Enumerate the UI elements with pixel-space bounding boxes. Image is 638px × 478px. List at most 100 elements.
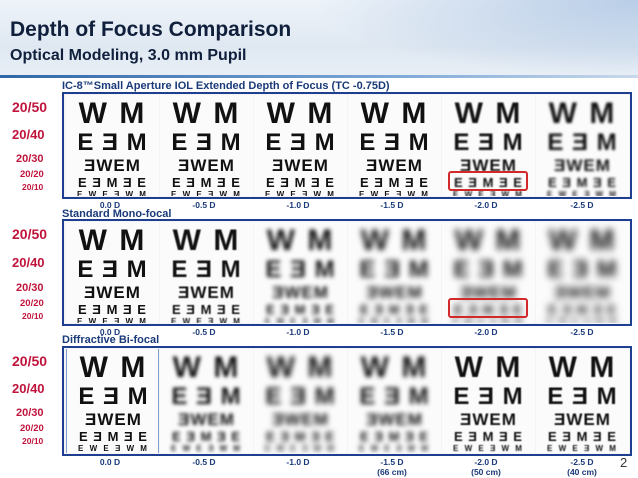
acuity-label-20-20: 20/20 [20, 423, 44, 434]
diopter-label: -1.0 D [286, 200, 310, 210]
chart-line: E W E Ǝ W M [359, 317, 430, 324]
chart-line: E W E Ǝ W M [453, 190, 524, 197]
chart-line: E Ǝ M Ǝ E [454, 175, 523, 190]
diopter-label: -2.5 D [570, 457, 594, 467]
header-decoration [308, 0, 638, 78]
diopter-label: 0.0 D [99, 200, 121, 210]
chart-line: E Ǝ M Ǝ E [360, 302, 429, 317]
chart-line: W M [172, 224, 241, 257]
chart-line: W M [78, 224, 147, 257]
chart-line: E Ǝ M Ǝ E [172, 175, 241, 190]
chart-line: E Ǝ M [171, 256, 242, 283]
slide-subtitle: Optical Modeling, 3.0 mm Pupil [10, 47, 247, 64]
diopter-label: -0.5 D [192, 200, 216, 210]
chart-line: ƎWEM [272, 410, 329, 429]
diopter-label: -1.0 D [286, 457, 310, 467]
chart-line: W M [78, 97, 147, 130]
chart-line: ƎWEM [272, 156, 329, 175]
diopter-label: -0.5 D [192, 457, 216, 467]
chart-line: E Ǝ M Ǝ E [172, 302, 241, 317]
acuity-label-20-30: 20/30 [16, 153, 44, 165]
chart-line: E W E Ǝ W M [77, 317, 148, 324]
chart-line: W M [172, 97, 241, 130]
acuity-label-20-40: 20/40 [12, 381, 45, 396]
chart-line: W M [266, 97, 335, 130]
acuity-label-20-30: 20/30 [16, 282, 44, 294]
chart-line: E Ǝ M Ǝ E [172, 429, 241, 444]
chart-line: E Ǝ M Ǝ E [360, 175, 429, 190]
chart-line: E W E Ǝ W M [171, 190, 242, 197]
chart-line: E W E Ǝ W M [265, 444, 336, 453]
chart-line: W M [79, 351, 148, 384]
chart-line: ƎWEM [272, 283, 329, 302]
highlight-box [448, 171, 528, 191]
chart-line: ƎWEM [84, 283, 141, 302]
acuity-label-20-40: 20/40 [12, 127, 45, 142]
diopter-label: -1.5 D [380, 200, 404, 210]
chart-line: E Ǝ M [77, 256, 148, 283]
diopter-label: -1.5 D [380, 457, 404, 467]
chart-line: E Ǝ M [77, 129, 148, 156]
chart-line: E Ǝ M Ǝ E [548, 175, 617, 190]
distance-label: (40 cm) [567, 467, 597, 477]
distance-label: (50 cm) [471, 467, 501, 477]
chart-line: W M [360, 224, 429, 257]
page-number: 2 [620, 455, 628, 470]
chart-line: ƎWEM [554, 410, 611, 429]
chart-line: ƎWEM [554, 156, 611, 175]
chart-line: W M [548, 97, 617, 130]
acuity-label-20-10: 20/10 [22, 436, 44, 446]
chart-line: E Ǝ M [265, 129, 336, 156]
chart-line: ƎWEM [178, 410, 235, 429]
diopter-label: 0.0 D [99, 327, 121, 337]
chart-line: E W E Ǝ W M [171, 317, 242, 324]
chart-line: E Ǝ M [547, 256, 618, 283]
chart-line: W M [548, 224, 617, 257]
chart-line: E Ǝ M Ǝ E [266, 429, 335, 444]
section-title-ic8: IC-8™Small Aperture IOL Extended Depth o… [62, 80, 390, 92]
chart-line: ƎWEM [366, 156, 423, 175]
diopter-label: -1.5 D [380, 327, 404, 337]
chart-line: ƎWEM [85, 410, 142, 429]
chart-line: E W E Ǝ W M [78, 444, 149, 453]
chart-line: E Ǝ M [453, 129, 524, 156]
diopter-label: -2.0 D [474, 327, 498, 337]
chart-line: W M [454, 224, 523, 257]
chart-line: E W E Ǝ W M [453, 317, 524, 324]
chart-line: E W E Ǝ W M [171, 444, 242, 453]
chart-line: E Ǝ M [359, 129, 430, 156]
chart-line: E W E Ǝ W M [265, 190, 336, 197]
chart-line: E W E Ǝ W M [265, 317, 336, 324]
chart-line: W M [266, 224, 335, 257]
chart-line: E Ǝ M [265, 383, 336, 410]
chart-line: E Ǝ M [359, 256, 430, 283]
acuity-label-20-30: 20/30 [16, 407, 44, 419]
chart-line: E W E Ǝ W M [453, 444, 524, 453]
chart-line: E Ǝ M Ǝ E [548, 302, 617, 317]
